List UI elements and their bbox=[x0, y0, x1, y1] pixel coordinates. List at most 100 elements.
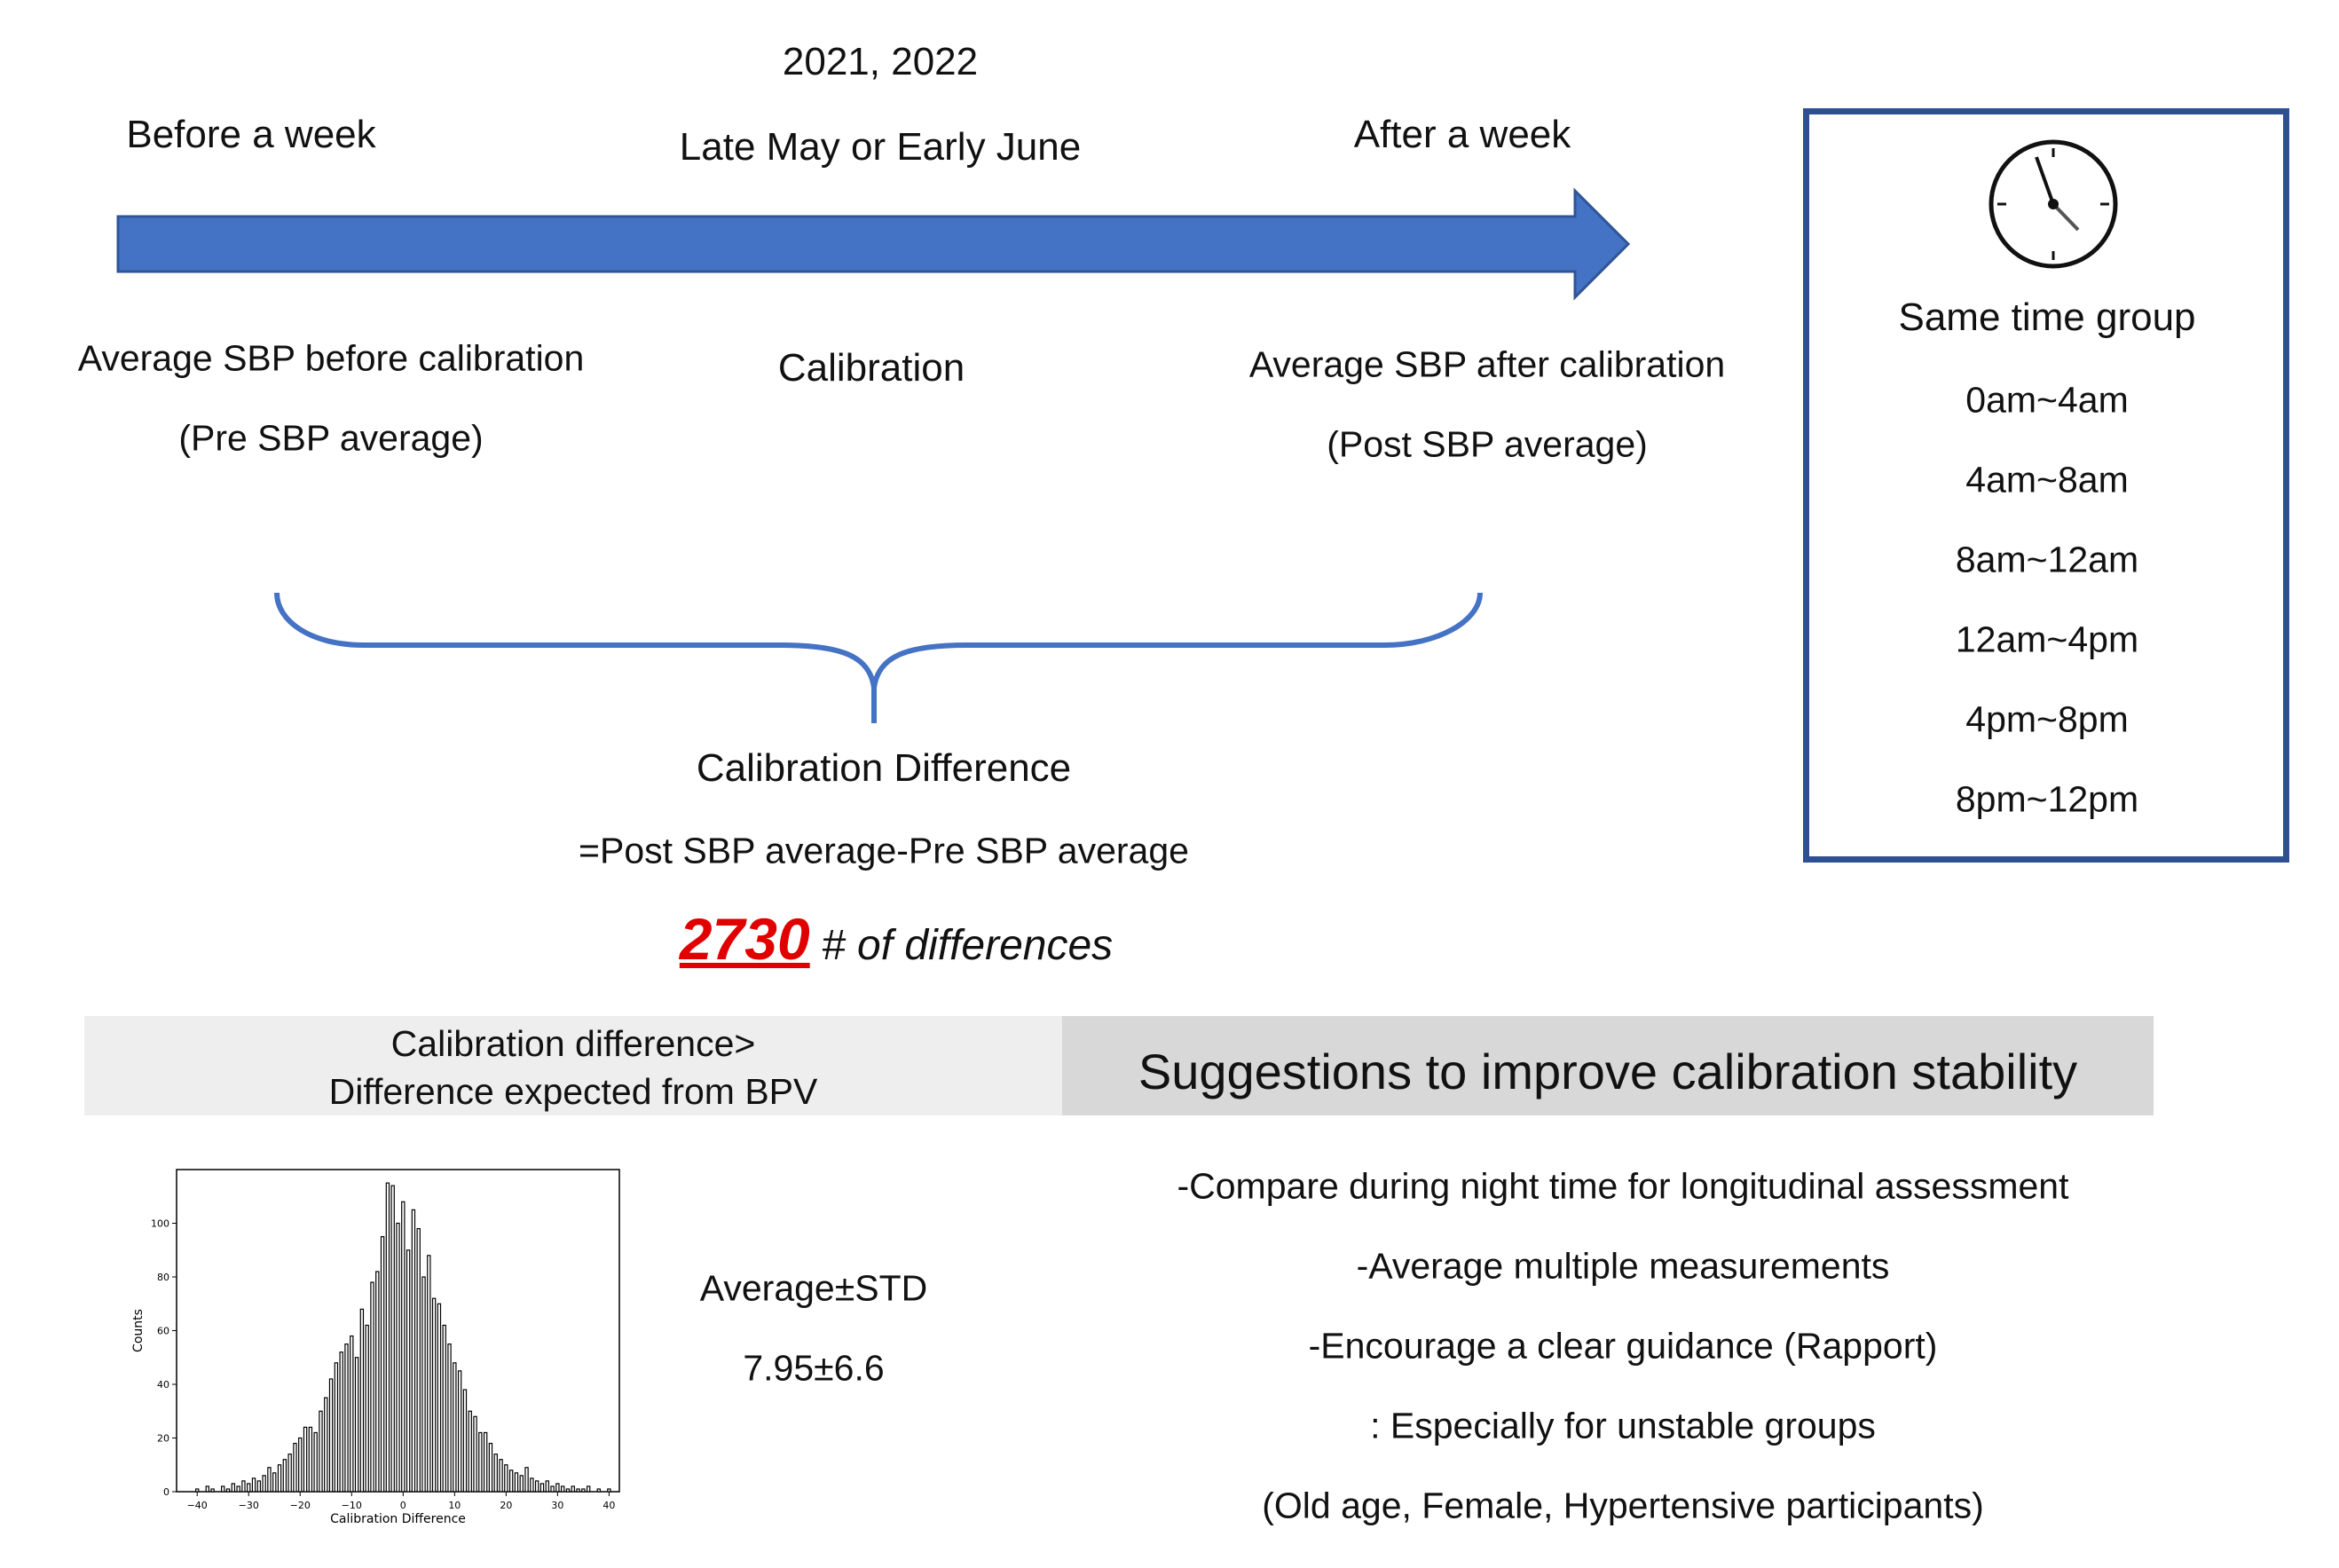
histogram-bar bbox=[596, 1488, 601, 1493]
histogram-bar bbox=[221, 1485, 225, 1493]
histogram-bar bbox=[504, 1464, 508, 1493]
histogram-bar bbox=[457, 1370, 462, 1493]
histogram-bar bbox=[545, 1480, 549, 1493]
histogram-bar bbox=[411, 1209, 416, 1493]
histogram-bar bbox=[225, 1488, 231, 1493]
histogram-bar bbox=[534, 1480, 539, 1493]
histogram-bar bbox=[375, 1271, 380, 1493]
time-group-item: 0am~4am bbox=[1965, 379, 2129, 421]
histogram-bar bbox=[401, 1201, 406, 1493]
histogram-bar bbox=[380, 1236, 385, 1493]
suggestion-item: (Old age, Female, Hypertensive participa… bbox=[1262, 1485, 1984, 1526]
difference-formula: =Post SBP average-Pre SBP average bbox=[579, 830, 1189, 871]
histogram-bar bbox=[437, 1303, 442, 1493]
bpv-line-1: Calibration difference> bbox=[390, 1023, 756, 1064]
histogram-bar bbox=[442, 1324, 446, 1493]
suggestion-item: -Compare during night time for longitudi… bbox=[1177, 1165, 2069, 1207]
histogram-bar bbox=[256, 1480, 262, 1493]
x-tick-label: −20 bbox=[290, 1500, 311, 1511]
time-group-box bbox=[1803, 108, 2289, 863]
calibration-difference-histogram: −40 −30 −20 −10 0 10 20 30 40 0 20 40 60 80 100 Calibra… bbox=[131, 1169, 620, 1526]
histogram-bar bbox=[365, 1324, 369, 1493]
time-group-item: 4pm~8pm bbox=[1965, 698, 2129, 740]
x-tick-label: 20 bbox=[500, 1500, 512, 1511]
histogram-bar bbox=[308, 1426, 313, 1493]
suggestion-item: -Average multiple measurements bbox=[1356, 1245, 1890, 1287]
suggestion-item: -Encourage a clear guidance (Rapport) bbox=[1308, 1325, 1938, 1367]
histogram-bar bbox=[421, 1276, 426, 1493]
difference-count-line: 2730 # of differences bbox=[680, 905, 1113, 973]
y-tick-label: 60 bbox=[157, 1326, 169, 1337]
y-tick-label: 80 bbox=[157, 1272, 169, 1283]
histogram-bar bbox=[447, 1343, 452, 1493]
histogram-bar bbox=[231, 1483, 236, 1493]
histogram-bar bbox=[530, 1477, 534, 1493]
histogram-bar bbox=[550, 1485, 555, 1493]
histogram-bar bbox=[514, 1472, 519, 1493]
histogram-bar bbox=[478, 1431, 483, 1493]
time-group-item: 8pm~12pm bbox=[1955, 778, 2139, 820]
stats-label: Average±STD bbox=[699, 1267, 928, 1309]
histogram-bar bbox=[354, 1357, 359, 1493]
histogram-bar bbox=[508, 1470, 514, 1493]
histogram-bar bbox=[205, 1485, 210, 1493]
y-tick-label: 0 bbox=[163, 1486, 169, 1498]
suggestions-header: Suggestions to improve calibration stabi… bbox=[1062, 1016, 2154, 1115]
histogram-bar bbox=[385, 1182, 390, 1493]
x-tick-label: 30 bbox=[551, 1500, 563, 1511]
y-tick-label: 20 bbox=[157, 1433, 169, 1445]
histogram-bar bbox=[272, 1472, 277, 1493]
histogram-bar bbox=[262, 1475, 266, 1493]
histogram-bar bbox=[576, 1488, 580, 1493]
suggestion-item: : Especially for unstable groups bbox=[1370, 1405, 1876, 1446]
histogram-bar bbox=[555, 1483, 560, 1493]
pre-calibration-subtitle: (Pre SBP average) bbox=[178, 417, 484, 459]
time-group-item: 4am~8am bbox=[1965, 459, 2129, 500]
histogram-bar bbox=[560, 1485, 565, 1493]
time-group-title: Same time group bbox=[1898, 295, 2196, 339]
x-axis-label: Calibration Difference bbox=[330, 1512, 466, 1526]
histogram-bar bbox=[247, 1483, 251, 1493]
histogram-bar bbox=[282, 1459, 287, 1493]
x-tick-label: 0 bbox=[400, 1500, 406, 1511]
histogram-bar bbox=[267, 1467, 272, 1493]
histogram-bar bbox=[313, 1431, 318, 1493]
before-week-label: Before a week bbox=[126, 113, 376, 156]
histogram-bar bbox=[324, 1397, 328, 1493]
x-tick-label: −40 bbox=[187, 1500, 208, 1511]
histogram-bar bbox=[607, 1488, 611, 1493]
histogram-bar bbox=[236, 1485, 240, 1493]
y-tick-label: 100 bbox=[151, 1218, 169, 1230]
histogram-bar bbox=[319, 1410, 323, 1493]
histogram-bar bbox=[565, 1488, 571, 1493]
histogram-bar bbox=[462, 1389, 468, 1493]
histogram-bar bbox=[519, 1475, 524, 1493]
histogram-bar bbox=[581, 1488, 586, 1493]
histogram-bar bbox=[277, 1464, 282, 1493]
timeline-arrow bbox=[116, 187, 1631, 301]
time-group-item: 12am~4pm bbox=[1955, 619, 2139, 660]
histogram-bar bbox=[396, 1222, 400, 1493]
bpv-condition-panel: Calibration difference> Difference expec… bbox=[84, 1016, 1062, 1115]
histogram-bar bbox=[488, 1442, 493, 1493]
histogram-bar bbox=[468, 1410, 472, 1493]
histogram-bar bbox=[539, 1483, 545, 1493]
bpv-line-2: Difference expected from BPV bbox=[328, 1071, 818, 1112]
y-tick-label: 40 bbox=[157, 1379, 169, 1391]
clock-icon bbox=[1989, 139, 2118, 269]
histogram-bar bbox=[499, 1459, 503, 1493]
difference-count: 2730 bbox=[679, 906, 810, 972]
histogram-bar bbox=[241, 1480, 246, 1493]
histogram-bar bbox=[210, 1488, 215, 1493]
calibration-label: Calibration bbox=[777, 346, 965, 390]
x-tick-label: −30 bbox=[239, 1500, 259, 1511]
histogram-bar bbox=[287, 1454, 292, 1493]
x-tick-label: 10 bbox=[448, 1500, 461, 1511]
y-axis-label: Counts bbox=[131, 1309, 146, 1352]
histogram-bar bbox=[328, 1378, 334, 1493]
histogram-bar bbox=[370, 1281, 374, 1493]
suggestions-title: Suggestions to improve calibration stabi… bbox=[1138, 1044, 2078, 1099]
histogram-bar bbox=[359, 1308, 365, 1493]
histogram-bar bbox=[586, 1485, 591, 1493]
